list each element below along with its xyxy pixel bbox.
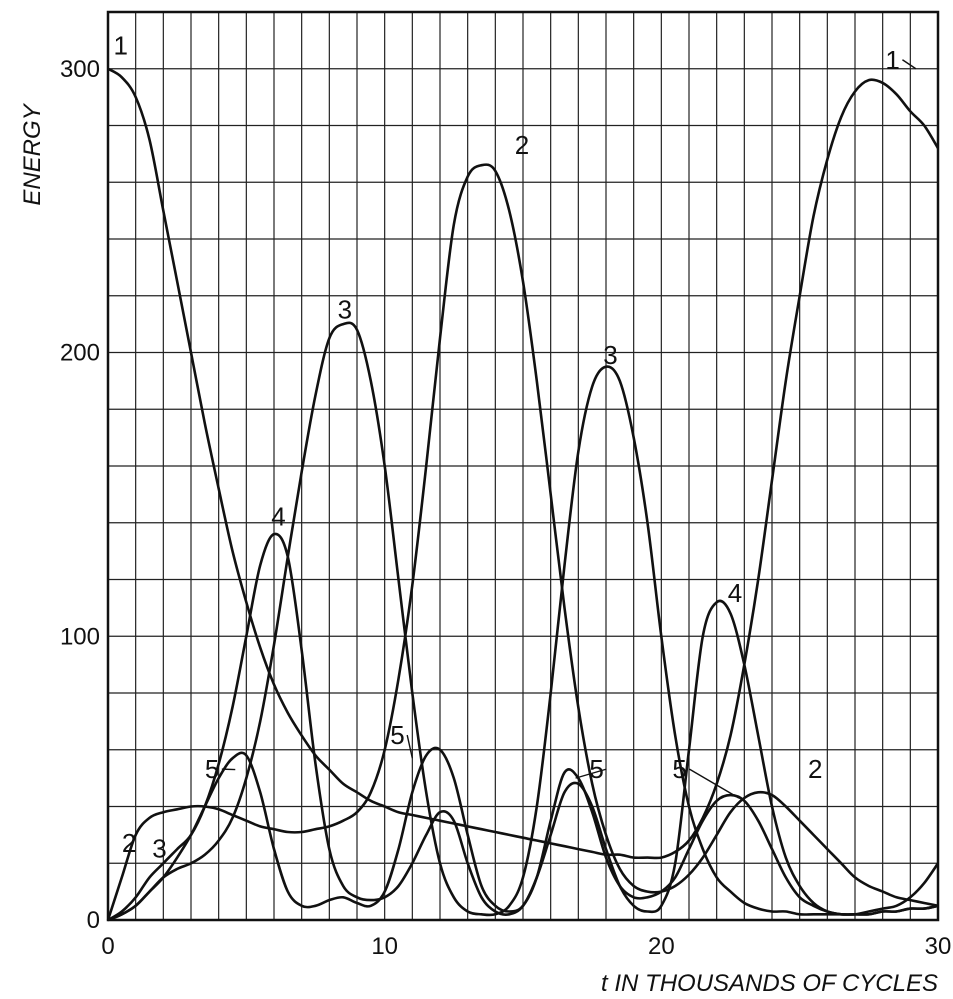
curve-label: 5: [390, 720, 404, 750]
y-tick-labels: 0 100 200 300: [60, 56, 100, 934]
curve-label: 1: [114, 31, 128, 61]
leader-line: [689, 768, 740, 799]
curve-label: 2: [515, 130, 529, 160]
leader-line: [902, 59, 917, 70]
leader-line: [406, 734, 414, 759]
plot-frame: [106, 10, 940, 922]
x-axis-title: t IN THOUSANDS OF CYCLES: [601, 970, 938, 997]
y-tick-label: 0: [87, 907, 100, 934]
x-tick-label: 10: [371, 933, 398, 960]
y-tick-label: 100: [60, 623, 100, 650]
curve-label: 3: [603, 340, 617, 370]
curve-label: 2: [122, 828, 136, 858]
curve-label: 5: [672, 754, 686, 784]
series-line-1: [107, 67, 940, 860]
series-line-3: [107, 321, 940, 922]
series-line-5: [107, 746, 939, 922]
curve-label: 4: [271, 502, 285, 532]
chart-grid: [108, 12, 938, 920]
x-tick-label: 20: [648, 933, 675, 960]
curve-label: 5: [205, 754, 219, 784]
curve-label: 1: [885, 45, 899, 75]
y-tick-label: 200: [60, 340, 100, 367]
curve-label: 2: [808, 754, 822, 784]
x-tick-label: 0: [101, 933, 114, 960]
curve-label: 3: [152, 834, 166, 864]
curve-label: 4: [728, 578, 742, 608]
curve-label: 3: [338, 294, 352, 324]
y-tick-label: 300: [60, 56, 100, 83]
leader-line: [575, 768, 607, 779]
x-tick-label: 30: [925, 933, 952, 960]
curve-label: 5: [589, 754, 603, 784]
x-tick-labels: 0 10 20 30: [101, 933, 951, 960]
chart-series: [106, 67, 940, 922]
series-line-2: [106, 163, 939, 921]
y-axis-title: ENERGY: [19, 102, 46, 205]
